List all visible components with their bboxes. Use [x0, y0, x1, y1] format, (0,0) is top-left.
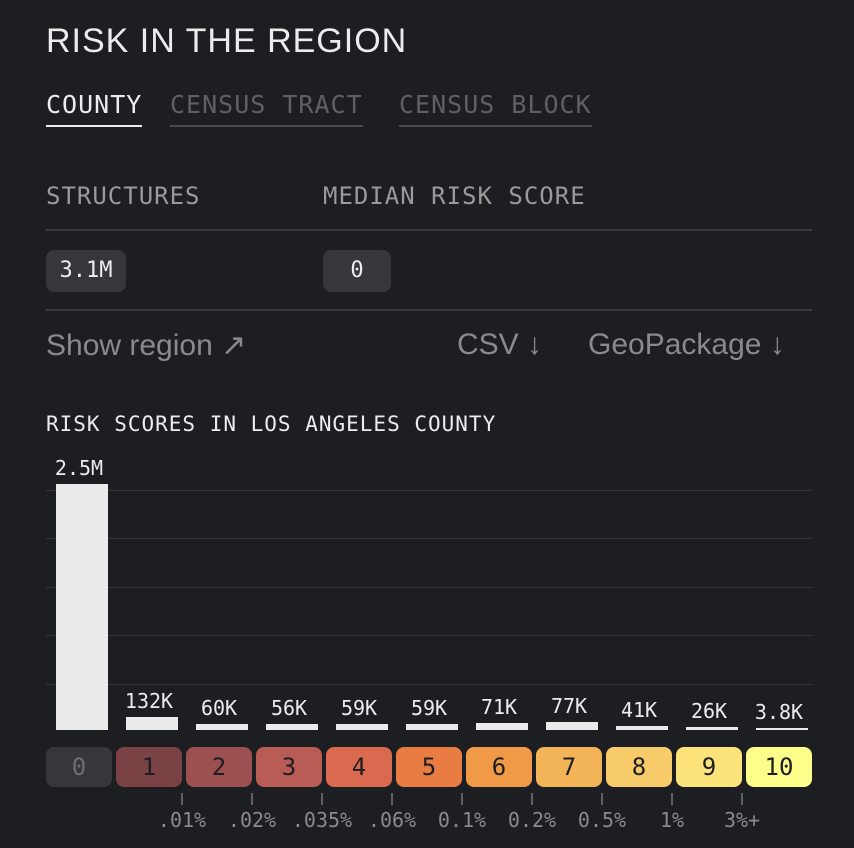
threshold-label: 0.2%: [507, 808, 557, 832]
tab-census-block[interactable]: CENSUS BLOCK: [399, 90, 592, 127]
risk-score-9-swatch[interactable]: 9: [676, 747, 742, 787]
bar-score-7: [546, 722, 598, 730]
structures-label: STRUCTURES: [46, 182, 201, 210]
csv-download-link[interactable]: CSV ↓: [457, 328, 543, 361]
risk-score-4-swatch[interactable]: 4: [326, 747, 392, 787]
bar-score-3: [266, 724, 318, 730]
risk-score-8-swatch[interactable]: 8: [606, 747, 672, 787]
tab-county[interactable]: COUNTY: [46, 90, 143, 127]
threshold-tick: [251, 793, 253, 805]
bar-value-label: 59K: [340, 696, 378, 720]
threshold-tick: [531, 793, 533, 805]
risk-score-1-swatch[interactable]: 1: [116, 747, 182, 787]
structures-value: 3.1M: [46, 250, 126, 292]
bar-score-1: [126, 717, 178, 730]
risk-score-0-swatch[interactable]: 0: [46, 747, 112, 787]
bar-value-label: 2.5M: [54, 456, 104, 480]
median-risk-score-value: 0: [323, 250, 391, 292]
bar-value-label: 60K: [200, 696, 238, 720]
threshold-label: 1%: [659, 808, 685, 832]
chart-title: RISK SCORES IN LOS ANGELES COUNTY: [46, 412, 497, 436]
risk-score-7-swatch[interactable]: 7: [536, 747, 602, 787]
gridline: [46, 490, 812, 491]
geopackage-download-link[interactable]: GeoPackage ↓: [588, 328, 785, 361]
page-title: RISK IN THE REGION: [46, 22, 408, 60]
divider: [46, 229, 812, 231]
tab-census-tract[interactable]: CENSUS TRACT: [170, 90, 363, 127]
gridline: [46, 587, 812, 588]
gridline: [46, 538, 812, 539]
bar-score-9: [686, 727, 738, 730]
threshold-tick: [181, 793, 183, 805]
threshold-tick: [391, 793, 393, 805]
bar-score-6: [476, 723, 528, 730]
risk-score-2-swatch[interactable]: 2: [186, 747, 252, 787]
bar-value-label: 132K: [124, 689, 174, 713]
threshold-tick: [741, 793, 743, 805]
bar-value-label: 77K: [550, 694, 588, 718]
threshold-label: 3%+: [723, 808, 761, 832]
risk-score-10-swatch[interactable]: 10: [746, 747, 812, 787]
risk-score-5-swatch[interactable]: 5: [396, 747, 462, 787]
risk-score-6-swatch[interactable]: 6: [466, 747, 532, 787]
bar-value-label: 41K: [620, 698, 658, 722]
bar-score-8: [616, 726, 668, 730]
threshold-label: .06%: [367, 808, 417, 832]
bar-value-label: 26K: [690, 699, 728, 723]
bar-value-label: 71K: [480, 695, 518, 719]
threshold-tick: [671, 793, 673, 805]
bar-score-5: [406, 724, 458, 730]
gridline: [46, 635, 812, 636]
threshold-tick: [601, 793, 603, 805]
median-risk-score-label: MEDIAN RISK SCORE: [323, 182, 586, 210]
threshold-label: .035%: [291, 808, 353, 832]
show-region-link[interactable]: Show region ↗: [46, 329, 247, 362]
bar-score-10: [756, 728, 808, 730]
threshold-label: .01%: [157, 808, 207, 832]
gridline: [46, 684, 812, 685]
bar-score-2: [196, 724, 248, 730]
threshold-label: 0.5%: [577, 808, 627, 832]
divider: [46, 309, 812, 311]
bar-value-label: 56K: [270, 696, 308, 720]
bar-value-label: 59K: [410, 696, 448, 720]
threshold-label: .02%: [227, 808, 277, 832]
risk-score-3-swatch[interactable]: 3: [256, 747, 322, 787]
bar-value-label: 3.8K: [754, 700, 804, 724]
threshold-label: 0.1%: [437, 808, 487, 832]
threshold-tick: [321, 793, 323, 805]
threshold-tick: [461, 793, 463, 805]
bar-score-4: [336, 724, 388, 730]
bar-score-0: [56, 484, 108, 730]
